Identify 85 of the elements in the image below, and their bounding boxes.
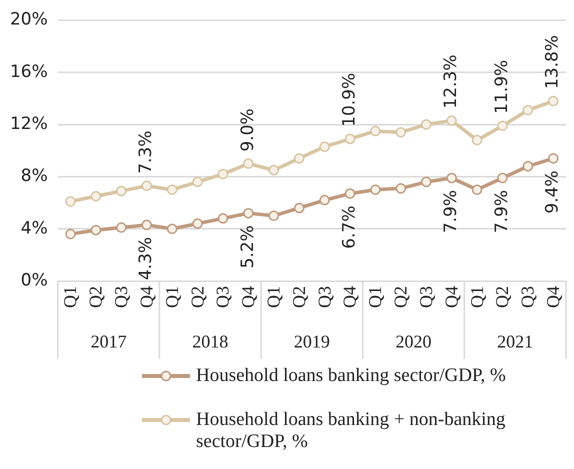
legend-label: Household loans banking sector/GDP, % <box>196 365 506 387</box>
text: 2020 <box>396 332 432 352</box>
x-tick-label: Q3 <box>518 286 538 308</box>
point <box>141 180 152 192</box>
x-tick-label: Q3 <box>416 286 436 308</box>
x-tick-label: Q4 <box>543 286 564 308</box>
data-label: 7.9% <box>492 190 512 234</box>
legend-label: Household loans banking + non-banking sector/GDP, % <box>196 409 506 453</box>
point <box>166 224 178 234</box>
point <box>522 104 534 116</box>
data-label: 10.9% <box>339 72 360 127</box>
point <box>420 119 432 130</box>
text: 2019 <box>294 332 330 352</box>
y-tick-label: 16% <box>10 62 48 82</box>
point <box>268 164 280 176</box>
point <box>370 126 381 136</box>
point <box>497 172 508 184</box>
x-tick-label: Q3 <box>212 286 233 308</box>
x-tick-label: Q2 <box>390 286 411 308</box>
x-tick-label: Q2 <box>288 286 309 308</box>
point <box>446 172 457 184</box>
point <box>90 224 102 236</box>
point <box>319 194 330 206</box>
data-label: 13.8% <box>542 35 563 90</box>
point <box>65 228 76 240</box>
data-label: 11.9% <box>492 60 512 114</box>
x-tick-label: Q1 <box>365 286 386 308</box>
point <box>141 220 152 230</box>
text: 2017 <box>90 332 127 352</box>
data-label: 5.2% <box>238 225 258 268</box>
point <box>268 210 280 222</box>
x-tick-label: Q2 <box>187 286 208 308</box>
data-label: 6.7% <box>339 206 360 249</box>
text: 2018 <box>192 332 228 352</box>
point <box>65 196 76 207</box>
point <box>294 153 304 164</box>
point <box>218 213 228 224</box>
point <box>90 190 102 202</box>
data-label: 7.9% <box>441 190 462 234</box>
x-tick-label: Q3 <box>314 286 334 308</box>
point <box>166 184 178 195</box>
point <box>472 184 482 195</box>
data-label: 7.3% <box>136 130 156 174</box>
point <box>548 96 559 106</box>
x-tick-label: Q1 <box>466 286 487 308</box>
point <box>243 158 254 169</box>
point <box>319 141 330 152</box>
x-tick-label: Q1 <box>162 286 182 308</box>
x-tick-label: Q4 <box>136 286 156 308</box>
data-label: 4.3% <box>136 236 156 280</box>
point <box>116 186 127 196</box>
x-tick-label: Q1 <box>60 286 80 308</box>
point <box>420 176 432 188</box>
text: 2021 <box>497 332 534 352</box>
point <box>548 153 559 164</box>
y-tick-label: 4% <box>20 218 48 238</box>
point <box>370 184 381 195</box>
point <box>446 115 457 126</box>
data-label: 12.3% <box>441 54 462 109</box>
y-tick-label: 8% <box>20 166 48 186</box>
y-tick-label: 12% <box>10 114 48 134</box>
point <box>396 183 406 194</box>
x-tick-label: Q4 <box>441 286 462 308</box>
data-label: 9.4% <box>542 170 563 214</box>
point <box>192 176 203 188</box>
data-label: 9.0% <box>238 108 258 152</box>
x-tick-label: Q3 <box>111 286 132 308</box>
point <box>218 168 228 180</box>
point <box>396 127 406 138</box>
point <box>243 208 254 218</box>
x-tick-label: Q2 <box>86 286 106 308</box>
point <box>497 120 508 132</box>
x-tick-label: Q4 <box>340 286 360 308</box>
x-tick-label: Q2 <box>492 286 512 308</box>
point <box>344 134 356 144</box>
point <box>192 218 203 229</box>
x-tick-label: Q1 <box>264 286 284 308</box>
point <box>344 188 356 199</box>
point <box>472 134 482 146</box>
y-tick-label: 20% <box>10 10 48 30</box>
x-tick-label: Q4 <box>238 286 258 308</box>
point <box>116 222 127 233</box>
point <box>522 161 534 172</box>
point <box>294 202 304 214</box>
y-tick-label: 0% <box>20 270 48 290</box>
